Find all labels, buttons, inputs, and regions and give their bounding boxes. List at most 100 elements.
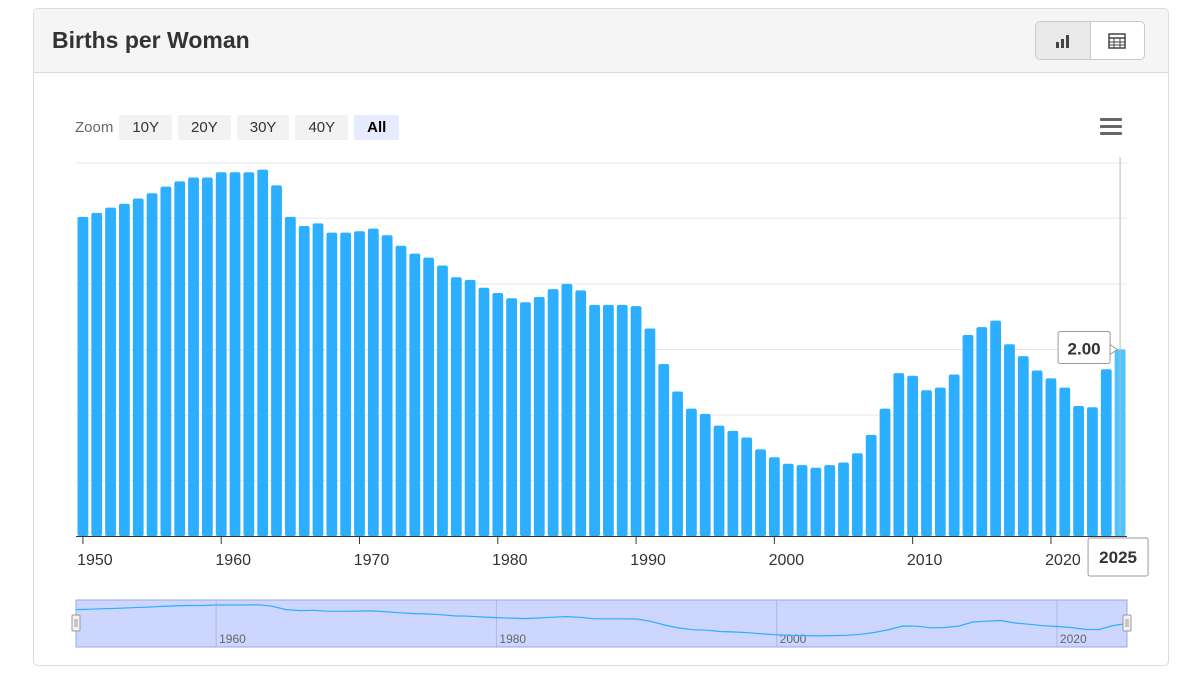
zoom-20y-button[interactable]: 20Y	[178, 115, 231, 140]
bar	[976, 327, 988, 536]
view-toggle	[1035, 21, 1145, 60]
navigator-tick-label: 1980	[499, 632, 526, 646]
bar	[962, 335, 974, 536]
zoom-30y-button[interactable]: 30Y	[236, 115, 290, 140]
bar	[755, 449, 766, 536]
navigator-tick-label: 1960	[219, 632, 246, 646]
bar	[658, 363, 670, 536]
bar	[298, 226, 310, 537]
bar	[921, 390, 932, 536]
bar	[934, 387, 946, 536]
bar	[561, 283, 573, 536]
bar	[77, 216, 89, 537]
bar	[824, 465, 836, 536]
bar	[243, 172, 255, 536]
bar	[188, 177, 199, 536]
bar	[464, 279, 476, 536]
bar	[132, 198, 144, 536]
zoom-10y-button[interactable]: 10Y	[119, 115, 173, 140]
bar	[450, 277, 462, 536]
bar	[533, 296, 545, 536]
bar	[354, 231, 365, 536]
bar	[340, 232, 352, 536]
bar	[713, 425, 725, 536]
bar	[796, 465, 808, 536]
bar	[782, 463, 794, 536]
bar	[810, 467, 822, 536]
bar	[520, 302, 531, 536]
x-tick-label: 2020	[1045, 552, 1081, 569]
navigator-window	[75, 599, 1128, 648]
navigator-handle-left[interactable]	[71, 614, 81, 632]
tooltip-value-arrow	[1109, 343, 1118, 356]
bar	[603, 304, 614, 536]
bar	[907, 375, 919, 536]
x-tick-label: 1990	[630, 552, 666, 569]
bar	[672, 391, 683, 536]
bar	[575, 290, 587, 536]
chart-card: Births per Woman	[33, 8, 1169, 666]
tooltip-value-label: 2.00	[1068, 340, 1101, 359]
table-view-button[interactable]	[1091, 22, 1145, 59]
bar	[1004, 344, 1015, 536]
bar	[146, 193, 158, 536]
zoom-all-button[interactable]: All	[354, 115, 400, 140]
card-title: Births per Woman	[52, 27, 250, 53]
bar	[727, 430, 739, 536]
zoom-label: Zoom	[75, 119, 114, 136]
bar	[879, 408, 891, 536]
bar	[1100, 369, 1112, 536]
tooltip-x: 2025	[1087, 537, 1149, 577]
bar	[229, 172, 241, 536]
navigator-handle-right[interactable]	[1122, 614, 1132, 632]
bar	[437, 265, 448, 536]
bar	[685, 408, 697, 536]
bar	[616, 304, 628, 536]
bar	[395, 245, 407, 536]
bar	[644, 328, 656, 536]
zoom-controls: Zoom 10Y 20Y 30Y 40Y All	[75, 115, 405, 140]
bar	[201, 177, 213, 536]
bars	[77, 169, 1126, 537]
bar	[699, 413, 711, 536]
bar	[1059, 387, 1071, 536]
bar	[893, 373, 905, 536]
bar	[1031, 370, 1043, 536]
navigator[interactable]: 1960 1980 2000 2020	[71, 599, 1132, 648]
bar	[105, 207, 116, 537]
bar	[160, 186, 172, 536]
bar	[547, 289, 559, 536]
bar	[865, 434, 877, 536]
handle-box	[71, 614, 81, 632]
x-tick-label: 2010	[907, 552, 943, 569]
tooltip-x-box	[1087, 537, 1149, 577]
bar	[990, 320, 1002, 536]
bar	[257, 169, 269, 536]
tooltip: 2.00 2025	[1057, 157, 1149, 577]
bar	[91, 212, 103, 536]
bar	[506, 298, 518, 536]
navigator-tick-label: 2020	[1060, 632, 1087, 646]
bar	[838, 462, 849, 536]
card-header: Births per Woman	[34, 9, 1168, 73]
bar	[1045, 378, 1057, 536]
table-icon	[1108, 32, 1126, 49]
tooltip-x-label: 2025	[1099, 548, 1137, 567]
x-tick-label: 1970	[354, 552, 390, 569]
hamburger-menu-icon[interactable]	[1100, 118, 1122, 136]
tooltip-value: 2.00	[1057, 331, 1118, 364]
chart-view-button[interactable]	[1036, 22, 1091, 59]
handle-box	[1122, 614, 1132, 632]
bar	[423, 257, 435, 536]
x-tick-label: 1950	[77, 552, 113, 569]
bar	[409, 253, 421, 537]
bar	[948, 374, 960, 536]
x-axis: 1950 1960 1970 1980 1990 2000 2010 2020	[76, 536, 1127, 569]
bar	[1087, 407, 1098, 536]
x-tick-label: 2000	[769, 552, 805, 569]
bar	[768, 457, 780, 536]
zoom-40y-button[interactable]: 40Y	[295, 115, 349, 140]
bar	[741, 437, 753, 536]
bar	[312, 223, 324, 536]
bar	[492, 293, 504, 536]
